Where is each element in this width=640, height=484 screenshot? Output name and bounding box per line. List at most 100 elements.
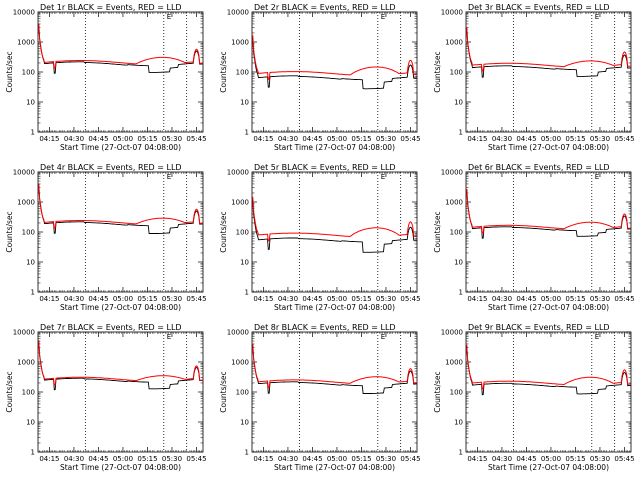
x-axis-label: Start Time (27-Oct-07 04:08:00): [60, 303, 181, 312]
y-tick-label: 1: [245, 129, 249, 137]
x-tick-label: 04:45: [302, 135, 322, 143]
y-axis-label: Counts/sec: [219, 371, 228, 412]
x-tick-label: 05:15: [565, 135, 585, 143]
x-tick-label: 05:45: [186, 295, 206, 303]
x-tick-label: 05:45: [614, 455, 634, 463]
x-tick-label: 04:15: [253, 135, 273, 143]
y-axis-label: Counts/sec: [219, 211, 228, 252]
events-series-line: [38, 24, 203, 74]
x-tick-label: 04:30: [492, 295, 512, 303]
y-tick-label: 10: [454, 259, 463, 267]
y-tick-label: 1000: [17, 199, 35, 207]
panel-title: Det 7r BLACK = Events, RED = LLD: [40, 323, 182, 332]
y-tick-label: 100: [236, 229, 249, 237]
y-tick-label: 10000: [227, 169, 249, 177]
y-tick-label: 1: [31, 129, 35, 137]
x-axis-label: Start Time (27-Oct-07 04:08:00): [488, 463, 609, 472]
y-tick-label: 10: [240, 259, 249, 267]
x-tick-label: 04:15: [467, 135, 487, 143]
x-tick-label: 05:45: [400, 295, 420, 303]
plot-frame: [37, 331, 204, 453]
x-axis-label: Start Time (27-Oct-07 04:08:00): [488, 303, 609, 312]
x-tick-label: 05:15: [351, 135, 371, 143]
y-tick-label: 1000: [445, 199, 463, 207]
x-tick-label: 04:45: [88, 455, 108, 463]
lld-series-line: [252, 196, 418, 242]
y-axis-label: Counts/sec: [5, 211, 14, 252]
x-tick-label: 04:45: [516, 135, 536, 143]
marker-label: E: [167, 333, 171, 341]
events-series-line: [466, 345, 632, 396]
y-tick-label: 1000: [231, 359, 249, 367]
x-tick-label: 05:30: [162, 455, 182, 463]
events-series-line: [252, 344, 417, 394]
x-tick-label: 05:00: [113, 455, 133, 463]
marker-label: E: [595, 13, 599, 21]
x-tick-label: 04:45: [516, 455, 536, 463]
x-axis-label: Start Time (27-Oct-07 04:08:00): [274, 303, 395, 312]
x-tick-label: 04:45: [88, 135, 108, 143]
y-tick-label: 1: [459, 129, 463, 137]
y-tick-label: 100: [22, 389, 35, 397]
y-tick-label: 100: [450, 389, 463, 397]
x-tick-label: 04:30: [64, 135, 84, 143]
x-tick-label: 05:45: [400, 455, 420, 463]
y-tick-label: 10: [240, 419, 249, 427]
x-tick-label: 05:30: [162, 295, 182, 303]
x-tick-label: 04:15: [39, 135, 59, 143]
marker-label: E: [167, 13, 171, 21]
x-axis-label: Start Time (27-Oct-07 04:08:00): [60, 463, 181, 472]
lld-series-line: [466, 344, 631, 390]
y-tick-label: 1: [245, 289, 249, 297]
events-series-line: [252, 38, 417, 90]
x-tick-label: 04:15: [253, 455, 273, 463]
y-tick-label: 10000: [441, 9, 463, 17]
x-tick-label: 05:30: [162, 135, 182, 143]
y-tick-label: 10000: [13, 169, 35, 177]
x-tick-label: 05:00: [327, 455, 347, 463]
y-tick-label: 10000: [441, 169, 463, 177]
y-axis-label: Counts/sec: [433, 51, 442, 92]
x-tick-label: 04:30: [492, 455, 512, 463]
plot-frame: [465, 331, 632, 453]
y-tick-label: 10: [240, 99, 249, 107]
y-tick-label: 1: [459, 289, 463, 297]
x-tick-label: 05:00: [327, 295, 347, 303]
y-tick-label: 1000: [231, 199, 249, 207]
events-series-line: [466, 189, 632, 239]
x-tick-label: 04:15: [39, 295, 59, 303]
y-tick-label: 10000: [13, 329, 35, 337]
lld-series-line: [38, 340, 203, 386]
x-tick-label: 04:45: [516, 295, 536, 303]
y-tick-label: 10: [454, 419, 463, 427]
plot-frame: [37, 11, 204, 133]
x-tick-label: 04:30: [278, 295, 298, 303]
x-tick-label: 05:15: [137, 295, 157, 303]
x-tick-label: 05:30: [376, 135, 396, 143]
marker-label: E: [595, 333, 599, 341]
y-axis-label: Counts/sec: [5, 51, 14, 92]
plot-frame: [37, 171, 204, 293]
marker-label: E: [381, 13, 385, 21]
lld-series-line: [252, 35, 417, 80]
lld-series-line: [466, 26, 631, 72]
x-tick-label: 04:45: [88, 295, 108, 303]
y-tick-label: 1000: [17, 359, 35, 367]
x-tick-label: 05:00: [541, 135, 561, 143]
y-tick-label: 10000: [227, 9, 249, 17]
x-tick-label: 04:30: [64, 295, 84, 303]
x-tick-label: 04:15: [39, 455, 59, 463]
y-axis-label: Counts/sec: [433, 371, 442, 412]
x-tick-label: 05:45: [186, 455, 206, 463]
plot-frame: [465, 11, 632, 133]
x-tick-label: 05:00: [113, 135, 133, 143]
marker-label: E: [381, 173, 385, 181]
y-tick-label: 100: [450, 229, 463, 237]
